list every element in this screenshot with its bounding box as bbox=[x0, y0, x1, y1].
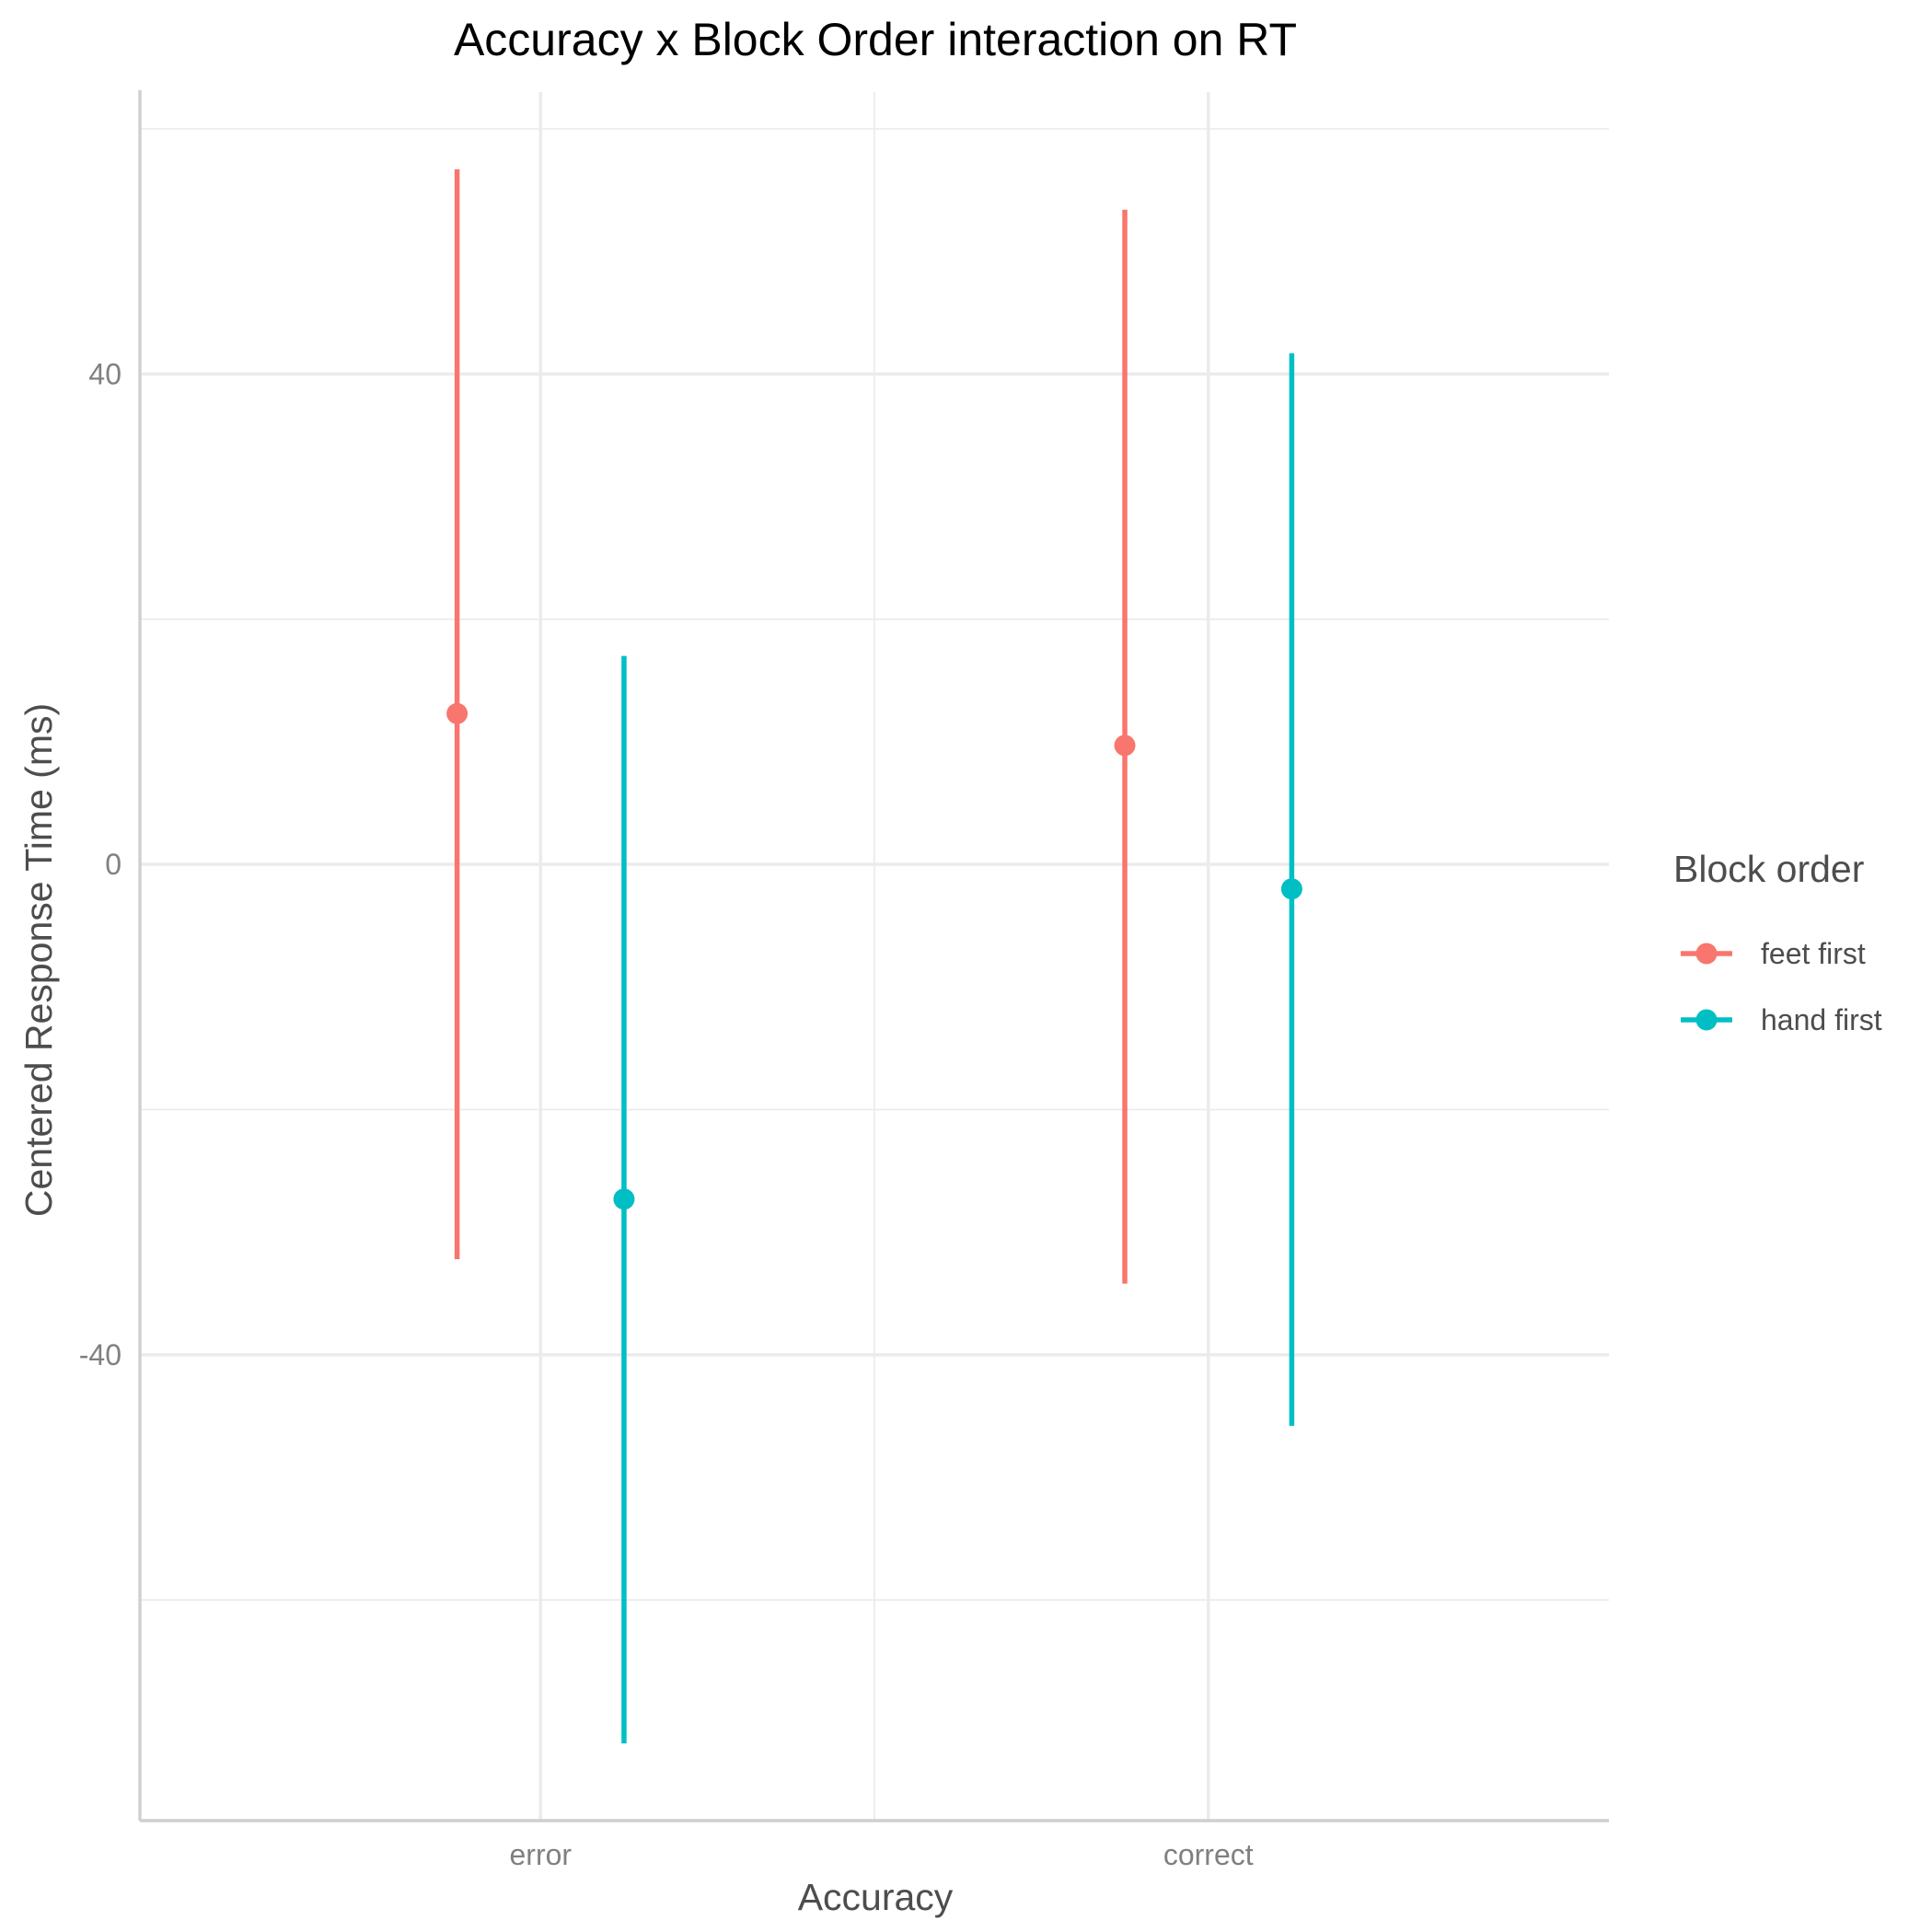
legend-label: hand first bbox=[1761, 1003, 1882, 1036]
y-tick-label: 0 bbox=[105, 848, 121, 881]
legend-key-point bbox=[1695, 1009, 1718, 1031]
y-axis-title: Centered Response Time (ms) bbox=[17, 703, 60, 1217]
data-layer bbox=[446, 168, 1302, 1744]
legend-title: Block order bbox=[1673, 848, 1864, 890]
legend-key-point bbox=[1695, 943, 1718, 965]
grid-layer bbox=[140, 92, 1609, 1821]
legend-label: feet first bbox=[1761, 937, 1866, 970]
axis-layer: 40 0 -40 error correct bbox=[79, 90, 1609, 1871]
x-tick-label: error bbox=[509, 1838, 572, 1871]
legend-layer: Block order feet first hand first bbox=[1673, 848, 1882, 1036]
data-point bbox=[613, 1188, 635, 1210]
data-point bbox=[1114, 735, 1136, 757]
data-point bbox=[1280, 878, 1302, 900]
x-tick-label: correct bbox=[1163, 1838, 1254, 1871]
y-tick-label: 40 bbox=[88, 357, 121, 390]
x-axis-title: Accuracy bbox=[798, 1876, 954, 1918]
data-point bbox=[446, 702, 469, 724]
chart-title: Accuracy x Block Order interaction on RT bbox=[454, 14, 1297, 65]
y-tick-label: -40 bbox=[79, 1338, 121, 1371]
